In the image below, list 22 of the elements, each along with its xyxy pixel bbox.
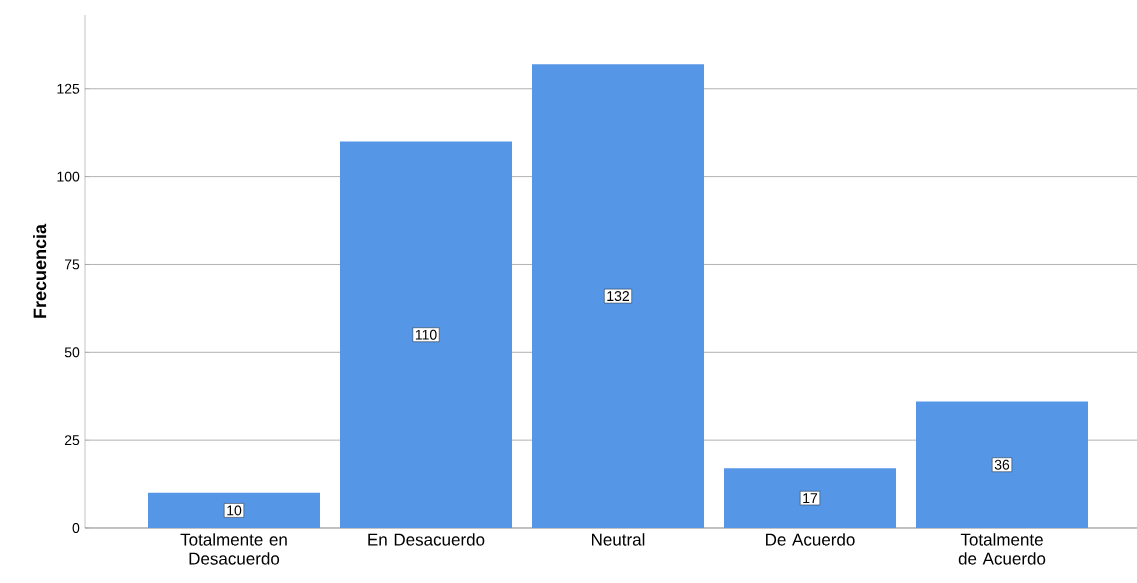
y-tick-label: 50 [64,347,80,358]
y-tick-label: 100 [57,171,80,182]
bar [531,64,705,528]
bar [723,468,897,528]
y-tick-label: 25 [64,435,80,446]
y-tick-label: 75 [64,259,80,270]
data-label: 10 [227,505,242,516]
x-tick-label: En Desacuerdo [368,533,485,546]
y-tick-label: 125 [57,83,80,94]
bar [147,492,321,528]
bar [339,141,513,528]
data-label: 110 [415,329,437,340]
data-label: 132 [607,291,629,302]
y-axis-title: Frecuencia [33,223,47,318]
x-tick-label: De Acuerdo [766,533,855,546]
data-label: 17 [803,493,818,503]
x-tick-label: Totalmente de Acuerdo [958,533,1046,565]
data-label: 36 [994,459,1010,470]
x-tick-label: Totalmente en Desacuerdo [180,533,287,565]
x-tick-label: Neutral [592,533,645,546]
y-tick-label: 0 [72,523,80,533]
bar [915,401,1089,528]
